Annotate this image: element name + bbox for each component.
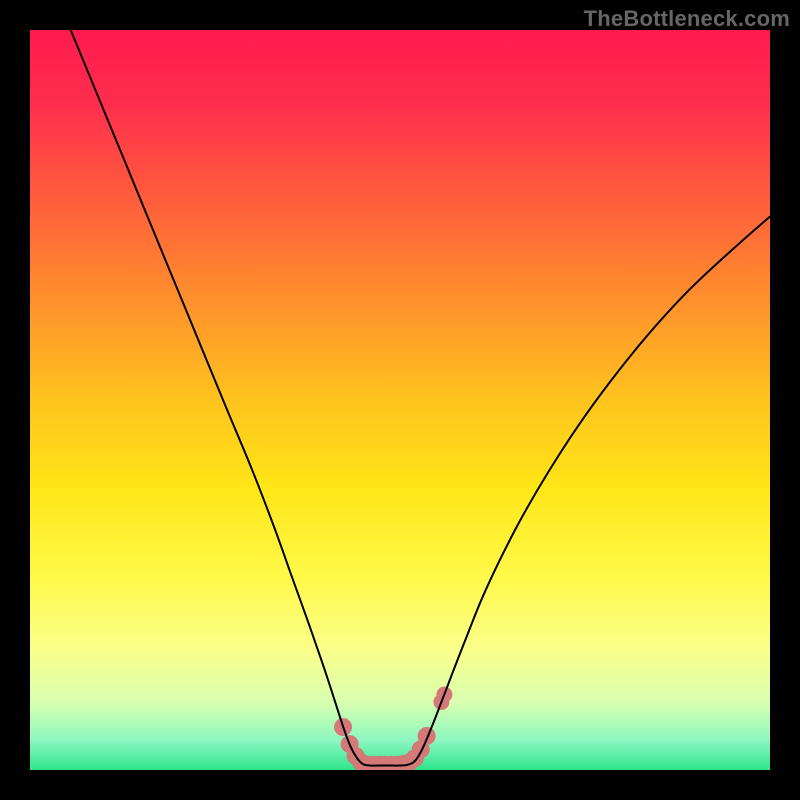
data-marker xyxy=(418,727,436,745)
plot-area xyxy=(30,30,770,770)
chart-frame: TheBottleneck.com xyxy=(0,0,800,800)
heat-gradient-background xyxy=(30,30,770,770)
bottleneck-chart xyxy=(30,30,770,770)
watermark-text: TheBottleneck.com xyxy=(584,6,790,32)
